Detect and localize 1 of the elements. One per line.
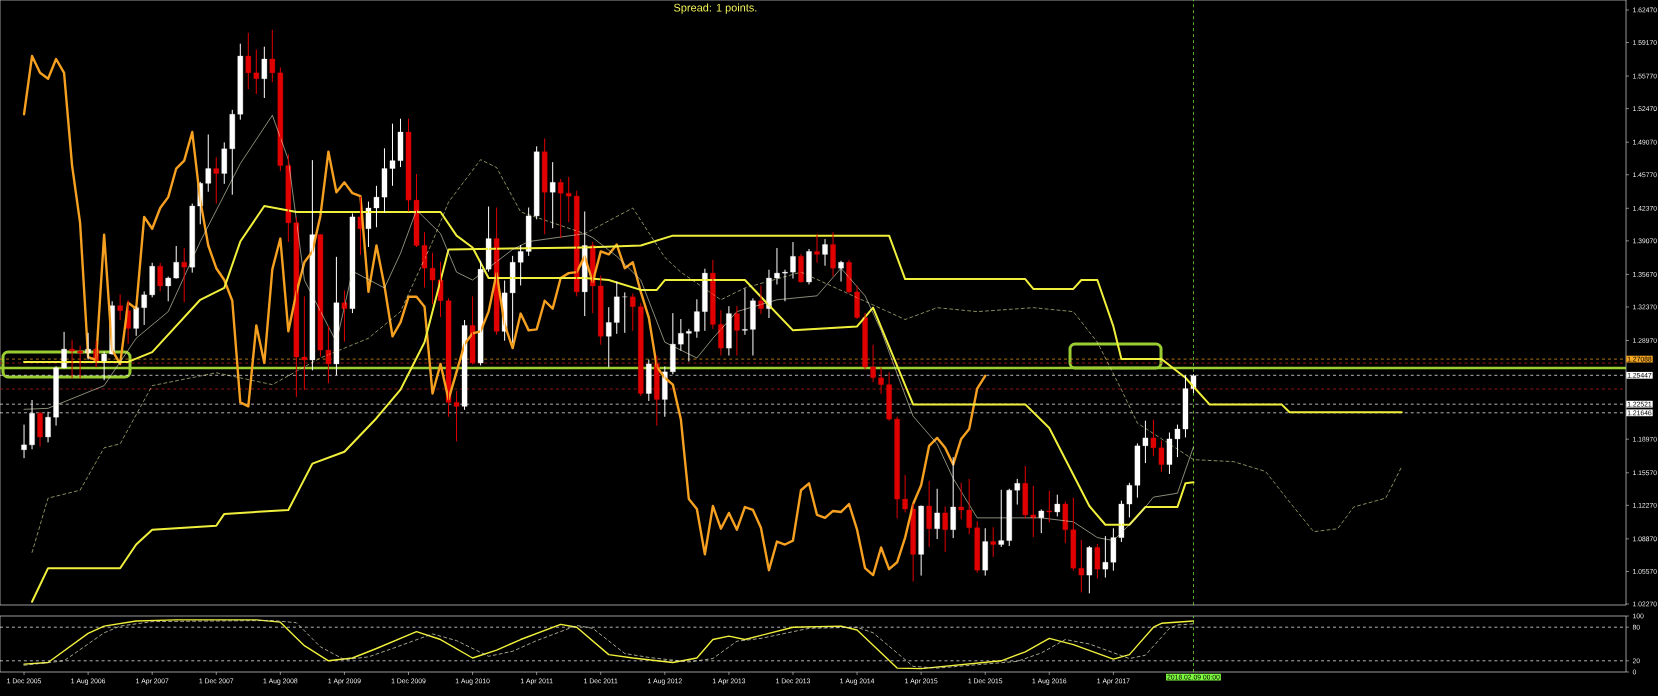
chart-title: Spread: 1 points. (674, 3, 757, 14)
